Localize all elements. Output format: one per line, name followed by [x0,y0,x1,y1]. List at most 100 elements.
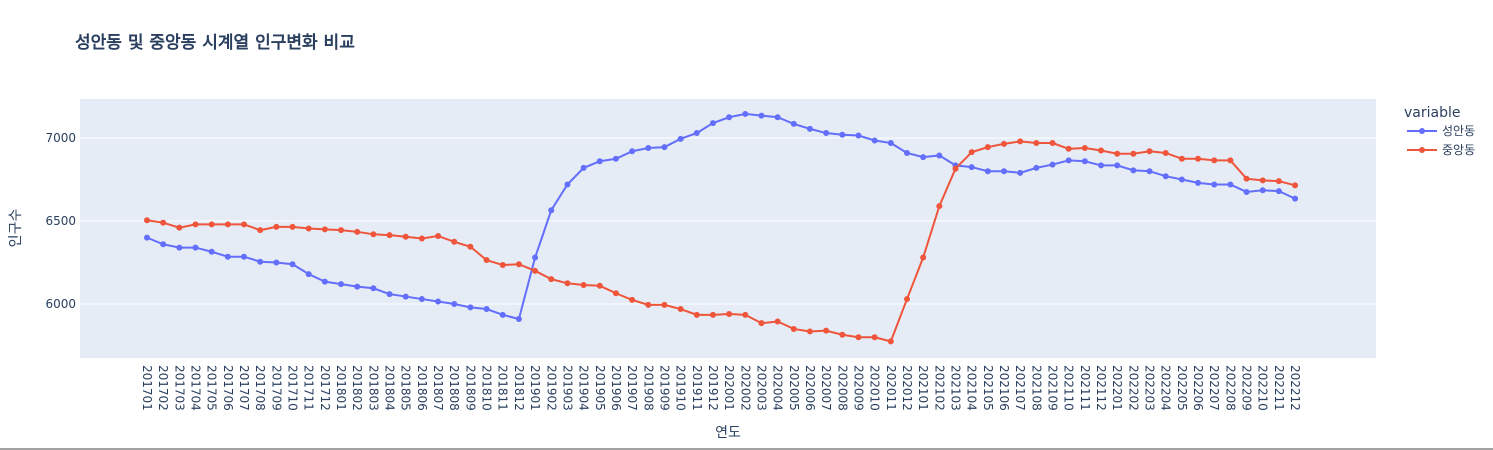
data-point[interactable] [823,130,830,137]
data-point[interactable] [1292,182,1299,189]
data-point[interactable] [629,296,636,303]
data-point[interactable] [774,114,781,121]
data-point[interactable] [1049,140,1056,146]
data-point[interactable] [1001,168,1008,175]
data-point[interactable] [1259,187,1266,194]
data-point[interactable] [580,164,587,171]
data-point[interactable] [321,226,328,233]
data-point[interactable] [774,318,781,325]
data-point[interactable] [806,328,813,335]
data-point[interactable] [596,158,603,165]
data-point[interactable] [984,144,991,151]
data-point[interactable] [726,311,733,317]
data-point[interactable] [1292,195,1299,202]
data-point[interactable] [548,276,555,283]
data-point[interactable] [1017,169,1024,176]
data-point[interactable] [887,140,894,146]
data-point[interactable] [661,144,668,151]
data-point[interactable] [370,231,377,238]
data-point[interactable] [1081,144,1088,151]
data-point[interactable] [1227,157,1234,164]
data-point[interactable] [241,253,248,260]
data-point[interactable] [208,248,215,255]
data-point[interactable] [192,221,199,228]
data-point[interactable] [1162,173,1169,180]
data-point[interactable] [645,144,652,151]
data-point[interactable] [1275,178,1282,185]
data-point[interactable] [564,181,571,188]
data-point[interactable] [418,296,425,303]
data-point[interactable] [1227,181,1234,188]
data-point[interactable] [160,241,167,248]
data-point[interactable] [1243,188,1250,195]
data-point[interactable] [1211,157,1218,164]
data-point[interactable] [402,233,409,240]
data-point[interactable] [176,224,183,231]
data-point[interactable] [871,137,878,144]
data-point[interactable] [968,164,975,171]
data-point[interactable] [176,244,183,251]
data-point[interactable] [1195,179,1202,186]
data-point[interactable] [920,254,927,261]
data-point[interactable] [952,165,959,172]
data-point[interactable] [920,154,927,161]
data-point[interactable] [790,325,797,332]
data-point[interactable] [1098,162,1105,169]
data-point[interactable] [451,301,458,308]
data-point[interactable] [855,334,862,341]
data-point[interactable] [1098,147,1105,154]
data-point[interactable] [499,262,506,269]
data-point[interactable] [467,243,474,250]
data-point[interactable] [855,132,862,139]
data-point[interactable] [1065,157,1072,164]
data-point[interactable] [661,301,668,308]
data-point[interactable] [273,223,280,230]
data-point[interactable] [823,327,830,334]
data-point[interactable] [1146,148,1153,155]
data-point[interactable] [402,293,409,300]
data-point[interactable] [1162,149,1169,156]
data-point[interactable] [1065,145,1072,152]
data-point[interactable] [839,331,846,338]
data-point[interactable] [1259,177,1266,184]
data-point[interactable] [790,120,797,127]
data-point[interactable] [806,125,813,132]
data-point[interactable] [338,227,345,234]
data-point[interactable] [903,149,910,156]
data-point[interactable] [305,225,312,232]
data-point[interactable] [386,232,393,239]
data-point[interactable] [257,258,264,265]
data-point[interactable] [580,281,587,288]
legend-item[interactable]: 중앙동 [1407,143,1475,157]
data-point[interactable] [515,315,522,322]
data-point[interactable] [1114,162,1121,169]
data-point[interactable] [483,306,490,313]
data-point[interactable] [1211,181,1218,188]
data-point[interactable] [354,283,361,290]
data-point[interactable] [693,311,700,318]
data-point[interactable] [758,112,765,119]
data-point[interactable] [532,267,539,274]
data-point[interactable] [871,334,878,341]
data-point[interactable] [467,304,474,311]
data-point[interactable] [677,135,684,142]
data-point[interactable] [1114,150,1121,157]
data-point[interactable] [1195,155,1202,162]
data-point[interactable] [1130,167,1137,174]
data-point[interactable] [1146,168,1153,175]
data-point[interactable] [418,235,425,242]
data-point[interactable] [693,130,700,137]
data-point[interactable] [612,290,619,297]
data-point[interactable] [709,120,716,127]
data-point[interactable] [144,234,150,241]
legend-item[interactable]: 성안동 [1407,124,1475,138]
data-point[interactable] [1178,176,1185,183]
data-point[interactable] [984,168,991,175]
data-point[interactable] [435,298,442,305]
data-point[interactable] [257,227,264,234]
data-point[interactable] [483,257,490,264]
data-point[interactable] [677,306,684,313]
data-point[interactable] [839,131,846,138]
data-point[interactable] [709,311,716,318]
